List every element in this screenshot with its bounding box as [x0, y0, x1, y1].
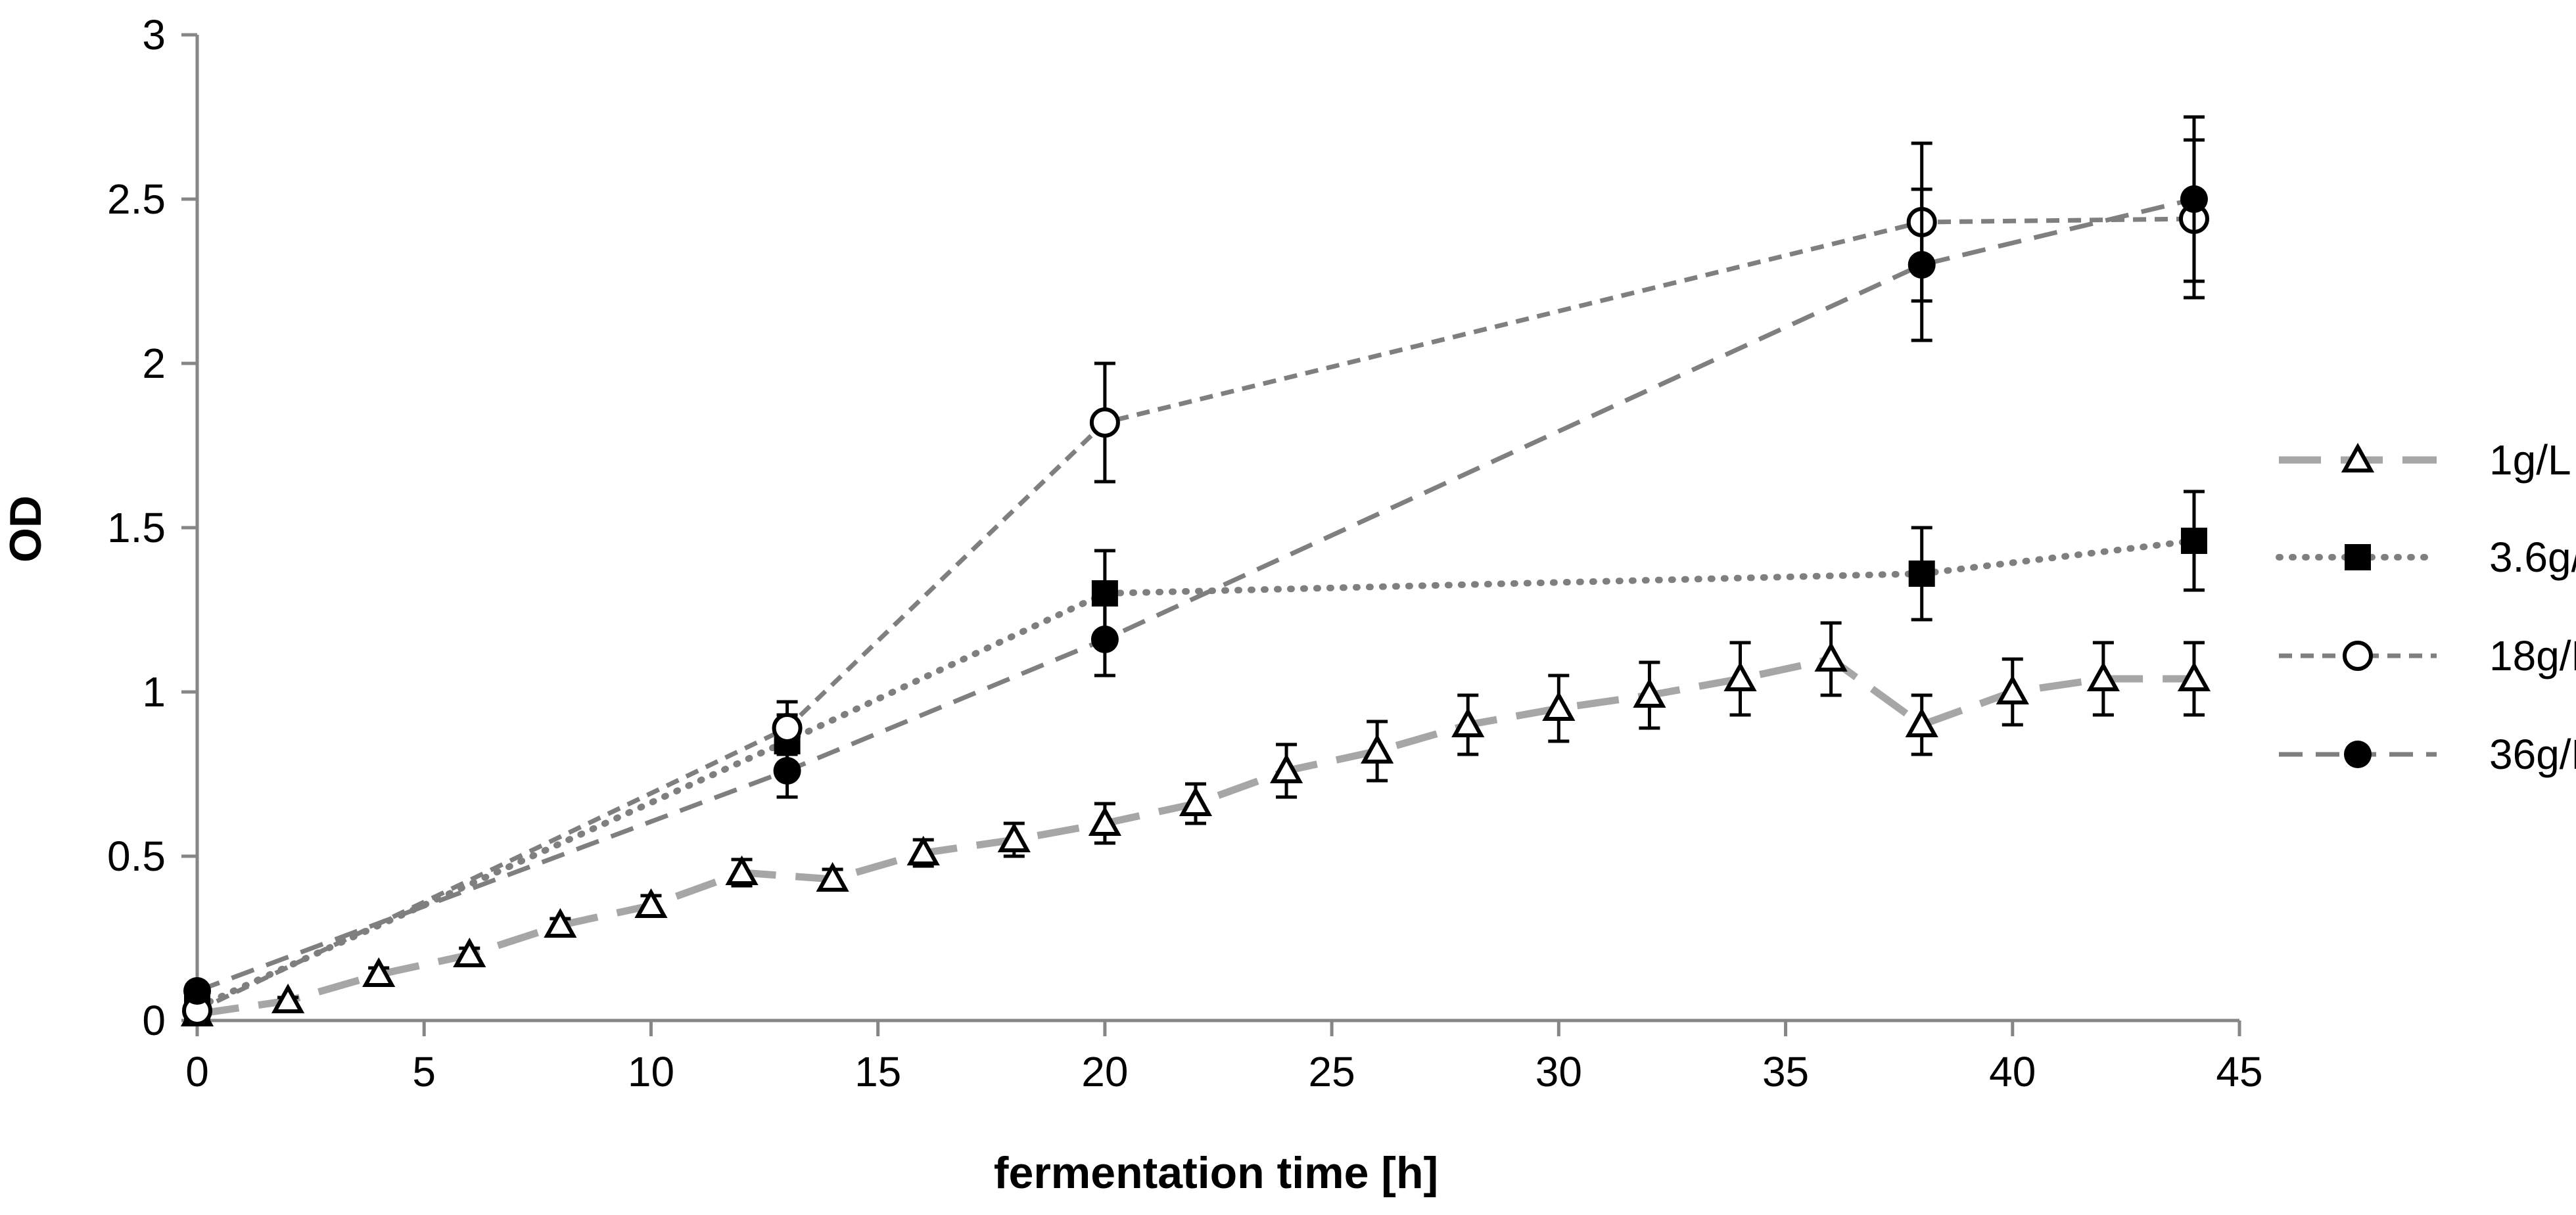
series-3-6g-l [184, 490, 2207, 1020]
data-point [183, 977, 211, 1005]
y-axis-title: OD [1, 495, 51, 562]
legend-marker [2345, 544, 2371, 570]
data-point [1908, 561, 1935, 587]
x-tick-label: 5 [412, 1048, 436, 1095]
y-tick-label: 1 [142, 668, 166, 716]
legend-label: 36g/L [2489, 731, 2576, 778]
data-point [1089, 407, 1120, 438]
legend-label: 1g/L [2489, 436, 2571, 484]
data-point [1179, 786, 1213, 816]
axes: 00.511.522.530 5 10 15 20 25 30 35 40 45 [107, 11, 2263, 1095]
data-point [2177, 661, 2211, 691]
data-point [362, 957, 396, 987]
x-tick-label: 35 [1762, 1048, 1809, 1095]
data-point [1905, 707, 1938, 737]
x-axis-title: fermentation time [h] [994, 1148, 1438, 1198]
legend-label: 18g/L [2489, 632, 2576, 679]
series-group [180, 115, 2211, 1026]
legend-marker [2341, 442, 2375, 472]
x-tick-label: 45 [2216, 1048, 2262, 1095]
y-tick-label: 0 [142, 997, 166, 1044]
x-tick-label: 40 [1989, 1048, 2036, 1095]
legend-item: 36g/L [2279, 731, 2576, 778]
y-tick-label: 2.5 [107, 175, 166, 223]
data-point [1090, 626, 1119, 653]
x-tick-label: 15 [855, 1048, 901, 1095]
data-point [453, 937, 486, 967]
series-line [197, 655, 2194, 1018]
data-point [634, 888, 668, 918]
series-1g-l [180, 621, 2211, 1026]
series-line [194, 538, 2197, 1011]
data-point [1908, 251, 1936, 279]
x-tick-label: 25 [1309, 1048, 1355, 1095]
data-point [2180, 185, 2208, 213]
legend-marker [2343, 641, 2373, 671]
legend-item: 3.6g/L [2276, 534, 2576, 581]
legend-label: 3.6g/L [2489, 534, 2576, 581]
data-point [1723, 661, 1757, 691]
legend: 1g/L 3.6g/L 18g/L 36g/L [2276, 436, 2576, 778]
data-point [2180, 528, 2207, 554]
y-tick-label: 2 [142, 340, 166, 387]
data-point [906, 835, 940, 865]
y-tick-label: 3 [142, 11, 166, 58]
data-point [772, 713, 803, 743]
series-36g-l [183, 115, 2208, 1005]
data-point [1633, 677, 1666, 708]
data-point [1814, 641, 1848, 672]
x-tick-label: 10 [628, 1048, 674, 1095]
x-tick-label: 30 [1535, 1048, 1582, 1095]
legend-marker [2344, 741, 2372, 768]
data-point [725, 855, 759, 885]
data-point [997, 822, 1031, 852]
data-point [773, 757, 801, 785]
legend-item: 18g/L [2279, 632, 2576, 679]
x-tick-label: 0 [185, 1048, 209, 1095]
data-point [1269, 753, 1303, 783]
data-point [1996, 674, 2029, 704]
data-point [1361, 733, 1394, 764]
data-point [816, 861, 849, 892]
data-point [271, 983, 305, 1013]
x-tick-label: 20 [1081, 1048, 1128, 1095]
data-point [1451, 707, 1485, 737]
y-tick-label: 0.5 [107, 833, 166, 880]
series-line [196, 216, 2194, 1013]
data-point [544, 907, 577, 938]
data-point [2086, 661, 2120, 691]
legend-item: 1g/L [2279, 436, 2571, 484]
y-tick-label: 1.5 [107, 504, 166, 551]
data-point [1542, 691, 1576, 721]
data-point [1088, 806, 1121, 836]
